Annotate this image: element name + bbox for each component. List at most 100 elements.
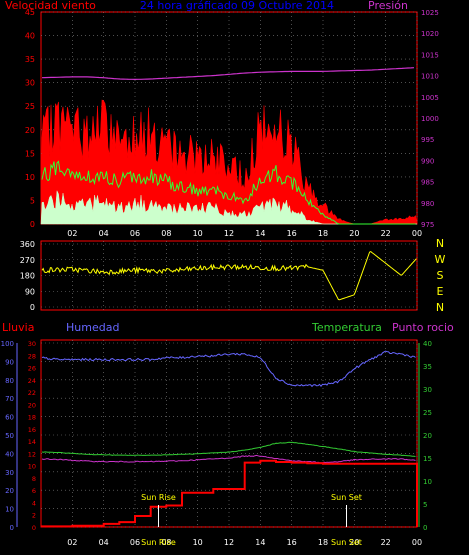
sunset-label: Sun Set: [331, 493, 362, 502]
humidity-y-tick-label: 10: [5, 506, 14, 514]
x-tick-label: 04: [99, 229, 109, 238]
rain-y-tick-label: 22: [28, 389, 36, 397]
humidity-y-tick-label: 30: [5, 469, 14, 477]
humidity-series: [41, 350, 416, 388]
direction-y-tick-label: 0: [30, 303, 35, 312]
sunrise-label: Sun Rise: [141, 493, 176, 502]
rain-y-tick-label: 28: [28, 352, 36, 360]
temperature-y-tick-label: 30: [423, 386, 432, 394]
rain-y-tick-label: 16: [28, 426, 36, 434]
wind-y-tick-label: 45: [25, 8, 35, 17]
x-tick-label: 12: [224, 538, 234, 547]
x-tick-label: 22: [381, 538, 391, 547]
x-tick-label: 02: [67, 229, 77, 238]
wind-y-tick-label: 10: [25, 173, 35, 182]
wind-y-tick-label: 20: [25, 126, 35, 135]
humidity-y-tick-label: 20: [5, 487, 14, 495]
rain-y-tick-label: 14: [28, 438, 36, 446]
pressure-y-tick-label: 1025: [421, 9, 439, 17]
compass-label: W: [435, 253, 446, 266]
wind-y-tick-label: 15: [25, 149, 35, 158]
compass-label: E: [437, 285, 444, 298]
wind-speed-label: Velocidad viento: [5, 0, 96, 12]
x-tick-label: 10: [193, 229, 203, 238]
x-tick-label: 20: [349, 229, 359, 238]
wind-direction-series: [41, 251, 417, 301]
x-tick-label: 14: [255, 229, 265, 238]
chart-title: 24 hora gráficado 09 Octubre 2014: [140, 0, 334, 12]
pressure-y-tick-label: 1010: [421, 73, 439, 81]
temperature-y-tick-label: 20: [423, 432, 432, 440]
x-tick-label: 16: [287, 538, 297, 547]
bottom-panel-frame: [40, 339, 418, 528]
rain-y-tick-label: 20: [28, 401, 36, 409]
temperature-y-tick-label: 10: [423, 478, 432, 486]
wind-y-tick-label: 30: [25, 79, 35, 88]
temperature-series: [41, 441, 416, 457]
rain-y-tick-label: 4: [32, 499, 36, 507]
rain-y-tick-label: 24: [28, 377, 36, 385]
avg-speed-series: [41, 160, 416, 225]
direction-y-tick-label: 360: [20, 240, 35, 249]
x-tick-label: 08: [161, 229, 171, 238]
x-tick-label: 00: [412, 229, 422, 238]
pressure-y-tick-label: 975: [421, 221, 434, 229]
x-tick-label: 06: [130, 538, 140, 547]
temperature-y-tick-label: 5: [423, 501, 427, 509]
humidity-y-tick-label: 100: [1, 340, 14, 348]
humidity-y-tick-label: 60: [5, 414, 14, 422]
humidity-y-tick-label: 0: [10, 524, 14, 532]
humidity-y-tick-label: 50: [5, 432, 14, 440]
compass-label: N: [436, 237, 444, 250]
rain-y-tick-label: 8: [32, 475, 36, 483]
pressure-y-tick-label: 990: [421, 157, 434, 165]
pressure-y-tick-label: 980: [421, 200, 434, 208]
rain-y-tick-label: 0: [32, 524, 36, 532]
rain-y-tick-label: 10: [28, 463, 36, 471]
sunrise-axis-label: Sun Rise: [141, 538, 176, 547]
x-tick-label: 16: [287, 229, 297, 238]
x-tick-label: 14: [255, 538, 265, 547]
pressure-y-tick-label: 1005: [421, 94, 439, 102]
dewpoint-label: Punto rocio: [392, 321, 454, 334]
pressure-y-tick-label: 985: [421, 179, 434, 187]
wind-y-tick-label: 35: [25, 55, 35, 64]
rain-label: Lluvia: [2, 321, 34, 334]
humidity-y-tick-label: 40: [5, 450, 14, 458]
pressure-y-tick-label: 1015: [421, 51, 439, 59]
x-tick-label: 02: [67, 538, 77, 547]
pressure-label: Presión: [368, 0, 408, 12]
rain-humidity-temp-panel: 0102030405060708090100024681012141618202…: [1, 321, 454, 547]
pressure-y-tick-label: 1020: [421, 30, 439, 38]
rain-y-tick-label: 6: [32, 487, 36, 495]
x-tick-label: 10: [193, 538, 203, 547]
compass-label: S: [437, 269, 444, 282]
temperature-y-tick-label: 25: [423, 409, 432, 417]
pressure-y-tick-label: 995: [421, 136, 434, 144]
x-tick-label: 04: [99, 538, 109, 547]
x-tick-label: 20: [349, 538, 359, 547]
humidity-y-tick-label: 70: [5, 395, 14, 403]
humidity-label: Humedad: [66, 321, 119, 334]
x-tick-label: 00: [412, 538, 422, 547]
sunset-axis-label: Sun Set: [331, 538, 362, 547]
x-tick-label: 06: [130, 229, 140, 238]
humidity-y-tick-label: 90: [5, 358, 14, 366]
rain-y-tick-label: 12: [28, 450, 36, 458]
temperature-label: Temperatura: [311, 321, 382, 334]
rain-series: [41, 459, 418, 528]
x-tick-label: 22: [381, 229, 391, 238]
direction-y-tick-label: 180: [20, 272, 35, 281]
direction-y-tick-label: 270: [20, 256, 35, 265]
wind-y-tick-label: 25: [25, 102, 35, 111]
dewpoint-series: [41, 454, 416, 464]
wind-y-tick-label: 5: [30, 196, 35, 205]
wind-y-tick-label: 0: [30, 220, 35, 229]
x-tick-label: 08: [161, 538, 171, 547]
x-tick-label: 18: [318, 538, 328, 547]
pressure-y-tick-label: 1000: [421, 115, 439, 123]
temperature-y-tick-label: 35: [423, 363, 432, 371]
